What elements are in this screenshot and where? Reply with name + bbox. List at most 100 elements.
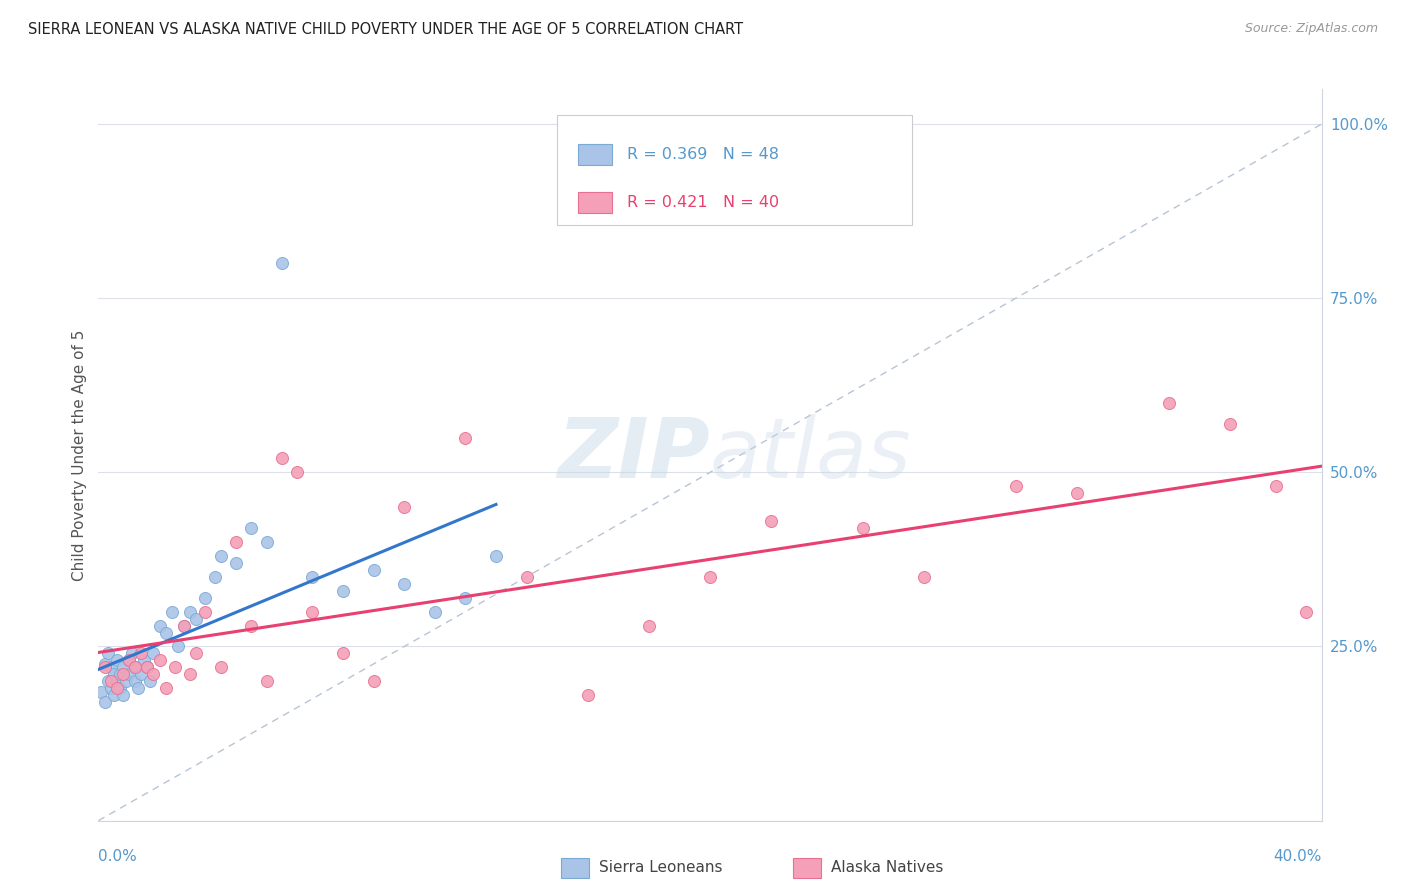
Point xyxy=(423,605,446,619)
Text: SIERRA LEONEAN VS ALASKA NATIVE CHILD POVERTY UNDER THE AGE OF 5 CORRELATION CHA: SIERRA LEONEAN VS ALASKA NATIVE CHILD PO… xyxy=(28,22,744,37)
Point xyxy=(173,618,195,632)
Point xyxy=(332,647,354,661)
Point xyxy=(97,674,120,689)
Point xyxy=(240,618,263,632)
Point xyxy=(852,521,875,535)
Point xyxy=(97,647,120,661)
Point xyxy=(103,688,125,702)
Bar xyxy=(578,192,612,212)
Point xyxy=(1157,395,1180,409)
Text: Sierra Leoneans: Sierra Leoneans xyxy=(599,861,723,875)
Point xyxy=(285,466,308,480)
Point xyxy=(1295,605,1317,619)
Point xyxy=(105,674,128,689)
Point xyxy=(301,570,323,584)
Point xyxy=(111,660,134,674)
Point xyxy=(108,667,131,681)
Point xyxy=(124,660,146,674)
Point xyxy=(118,653,141,667)
Point xyxy=(1066,486,1088,500)
Point xyxy=(1219,417,1241,431)
Point xyxy=(127,681,149,696)
Text: atlas: atlas xyxy=(710,415,911,495)
Text: R = 0.421   N = 40: R = 0.421 N = 40 xyxy=(627,195,779,210)
Point xyxy=(301,605,323,619)
Point xyxy=(134,653,156,667)
Point xyxy=(111,688,134,702)
Point xyxy=(516,570,538,584)
Point xyxy=(186,647,208,661)
Point xyxy=(124,660,146,674)
Point xyxy=(124,674,146,689)
Text: Alaska Natives: Alaska Natives xyxy=(831,861,943,875)
Text: R = 0.369   N = 48: R = 0.369 N = 48 xyxy=(627,147,779,161)
Point xyxy=(225,535,247,549)
Point xyxy=(194,591,217,605)
Point xyxy=(155,681,177,696)
Point xyxy=(699,570,721,584)
Point xyxy=(118,667,141,681)
Point xyxy=(163,660,186,674)
Point xyxy=(256,674,278,689)
Point xyxy=(912,570,935,584)
Point xyxy=(637,618,661,632)
Bar xyxy=(578,145,612,164)
Point xyxy=(155,625,177,640)
Point xyxy=(179,605,201,619)
Point xyxy=(93,657,115,671)
Point xyxy=(173,618,195,632)
Point xyxy=(576,688,599,702)
Point xyxy=(115,674,138,689)
Point xyxy=(149,653,172,667)
Point xyxy=(363,674,385,689)
Point xyxy=(1004,479,1026,493)
Point xyxy=(136,660,159,674)
Point xyxy=(142,647,165,661)
Point xyxy=(167,640,190,654)
Point xyxy=(194,605,217,619)
Point xyxy=(392,576,416,591)
Point xyxy=(209,660,232,674)
Point xyxy=(90,685,112,699)
Point xyxy=(225,556,247,570)
Point xyxy=(160,605,183,619)
Point xyxy=(105,681,128,696)
FancyBboxPatch shape xyxy=(557,115,912,225)
Point xyxy=(100,674,122,689)
Point xyxy=(121,647,143,661)
Y-axis label: Child Poverty Under the Age of 5: Child Poverty Under the Age of 5 xyxy=(72,329,87,581)
Point xyxy=(363,563,385,577)
Point xyxy=(209,549,232,563)
Point xyxy=(111,667,134,681)
Point xyxy=(240,521,263,535)
Point xyxy=(179,667,201,681)
Point xyxy=(142,667,165,681)
Point xyxy=(129,667,152,681)
Point xyxy=(93,695,115,709)
Point xyxy=(100,681,122,696)
Point xyxy=(93,660,115,674)
Point xyxy=(332,583,354,598)
Point xyxy=(129,647,152,661)
Point xyxy=(149,618,172,632)
Point xyxy=(139,674,162,689)
Point xyxy=(454,591,477,605)
Point xyxy=(108,681,131,696)
Point xyxy=(256,535,278,549)
Text: Source: ZipAtlas.com: Source: ZipAtlas.com xyxy=(1244,22,1378,36)
Point xyxy=(270,451,292,466)
Point xyxy=(186,612,208,626)
Point xyxy=(103,667,125,681)
Point xyxy=(270,256,292,270)
Point xyxy=(1264,479,1286,493)
Text: ZIP: ZIP xyxy=(557,415,710,495)
Point xyxy=(105,653,128,667)
Text: 0.0%: 0.0% xyxy=(98,849,138,863)
Point xyxy=(759,514,782,528)
Point xyxy=(100,660,122,674)
Point xyxy=(118,653,141,667)
Text: 40.0%: 40.0% xyxy=(1274,849,1322,863)
Point xyxy=(204,570,226,584)
Point xyxy=(485,549,508,563)
Point xyxy=(454,430,477,444)
